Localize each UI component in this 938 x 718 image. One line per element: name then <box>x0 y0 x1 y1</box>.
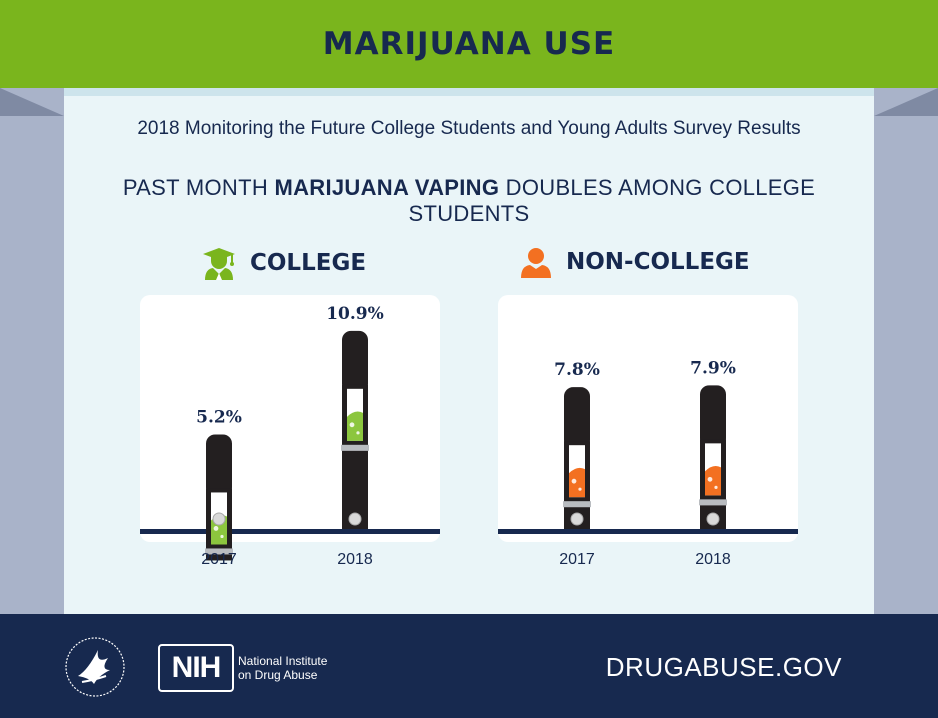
vape-mouthpiece <box>206 434 232 497</box>
chart-baseline <box>140 529 440 534</box>
website-link[interactable]: DRUGABUSE.GOV <box>605 652 842 682</box>
headline-part-2: DOUBLES AMONG COLLEGE STUDENTS <box>408 175 816 226</box>
vape-mouthpiece <box>564 387 590 450</box>
headline-bold: MARIJUANA VAPING <box>274 175 500 200</box>
vape-bubble <box>220 534 224 539</box>
left-side-wall <box>0 88 64 614</box>
non-college-label-text: NON-COLLEGE <box>566 249 750 275</box>
vape-pen-bar <box>341 330 369 529</box>
survey-subtitle: 2018 Monitoring the Future College Stude… <box>137 118 801 139</box>
nih-name-line-1: National Institute <box>238 654 328 668</box>
vape-connector <box>699 499 727 506</box>
vape-mouthpiece <box>700 385 726 448</box>
vape-bubble <box>349 422 355 428</box>
vape-bubble <box>714 485 718 489</box>
data-label: 10.9% <box>326 304 384 324</box>
data-label: 7.8% <box>554 360 600 380</box>
headline-part-1: PAST MONTH <box>122 175 275 200</box>
vape-mouthpiece <box>342 330 368 393</box>
non-college-chart-card: 7.8% 2017 7.9% 2018 <box>498 295 798 568</box>
x-tick-label: 2017 <box>201 551 237 568</box>
college-group-label: COLLEGE <box>202 246 366 280</box>
college-label-text: COLLEGE <box>250 250 367 276</box>
x-tick-label: 2017 <box>559 551 595 568</box>
hhs-eagle-seal-icon <box>65 637 125 697</box>
content-panel: 2018 Monitoring the Future College Stude… <box>64 88 874 614</box>
vape-bubble <box>213 526 219 531</box>
vape-button <box>212 512 226 526</box>
non-college-chart: 7.8% 2017 7.9% 2018 <box>498 358 798 568</box>
x-tick-label: 2018 <box>337 551 373 568</box>
vape-battery <box>206 554 232 561</box>
footer-bar: NIH National Institute on Drug Abuse DRU… <box>0 614 938 718</box>
vape-button <box>348 512 362 526</box>
vape-pen-bar <box>205 434 233 561</box>
vape-bubble <box>571 478 577 484</box>
panel-top-strip <box>64 88 874 96</box>
vape-liquid <box>705 466 721 496</box>
x-tick-label: 2018 <box>695 551 731 568</box>
left-side-shade <box>0 88 64 116</box>
data-label: 5.2% <box>196 407 242 427</box>
vape-connector <box>341 444 369 451</box>
data-label: 7.9% <box>690 358 736 378</box>
graduate-cap-person-icon <box>203 248 235 280</box>
headline: PAST MONTH MARIJUANA VAPING DOUBLES AMON… <box>64 175 874 227</box>
vape-connector <box>205 548 233 555</box>
vape-pen-bar <box>563 387 591 529</box>
chart-baseline <box>498 529 798 534</box>
vape-pen-bar <box>699 385 727 529</box>
vape-liquid <box>569 467 585 498</box>
person-icon <box>521 248 551 278</box>
right-side-wall <box>874 88 938 614</box>
vape-button <box>706 512 720 526</box>
vape-connector <box>563 501 591 508</box>
vape-bubble <box>578 487 582 491</box>
vape-liquid <box>347 411 363 441</box>
vape-button <box>570 512 584 526</box>
nih-logo[interactable]: NIH <box>158 644 234 692</box>
page-title: MARIJUANA USE <box>322 26 616 62</box>
nih-name-line-2: on Drug Abuse <box>238 668 318 682</box>
nih-full-name: National Institute on Drug Abuse <box>238 654 327 682</box>
vape-bubble <box>356 431 360 435</box>
college-chart-card: 5.2% 2017 10.9% 2018 <box>140 295 440 568</box>
right-side-shade <box>874 88 938 116</box>
title-banner: MARIJUANA USE <box>0 0 938 88</box>
college-chart: 5.2% 2017 10.9% 2018 <box>140 304 440 568</box>
vape-bubble <box>707 476 713 482</box>
non-college-group-label: NON-COLLEGE <box>520 246 750 278</box>
